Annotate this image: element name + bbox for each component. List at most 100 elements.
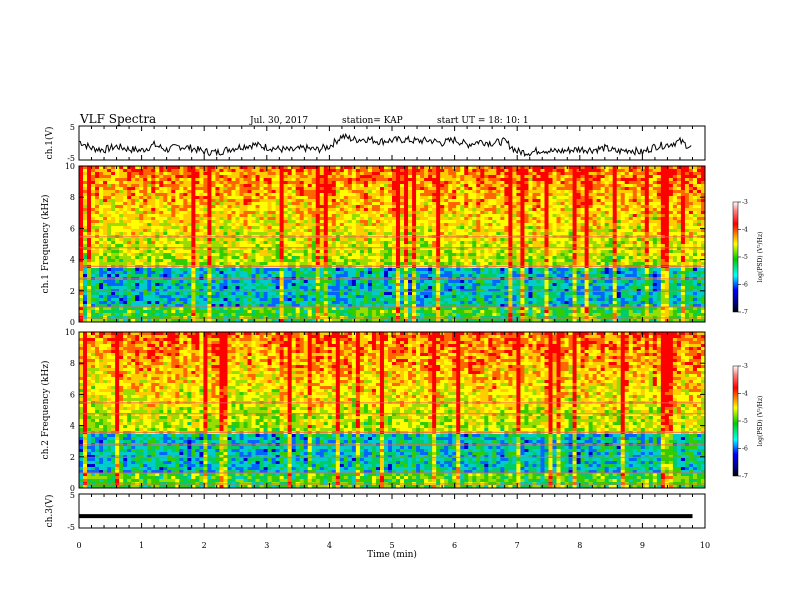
- spectrogram-cell: [424, 175, 429, 179]
- spectrogram-cell: [516, 241, 521, 245]
- spectrogram-cell: [676, 184, 682, 188]
- spectrogram-cell: [379, 226, 385, 230]
- spectrogram-cell: [448, 202, 453, 206]
- spectrogram-cell: [568, 220, 573, 224]
- spectrogram-cell: [79, 232, 84, 236]
- spectrogram-cell: [283, 232, 288, 236]
- spectrogram-cell: [588, 211, 593, 215]
- spectrogram-cell: [536, 178, 541, 182]
- spectrogram-cell: [640, 253, 646, 257]
- spectrogram-cell: [640, 190, 646, 194]
- spectrogram-cell: [91, 238, 96, 242]
- spectrogram-cell: [600, 220, 605, 224]
- spectrogram-cell: [604, 199, 609, 203]
- spectrogram-cell: [640, 232, 646, 236]
- spectrogram-cell: [392, 193, 397, 197]
- spectrogram-cell: [167, 187, 172, 191]
- spectrogram-cell: [452, 253, 457, 257]
- spectrogram-cell: [107, 172, 112, 176]
- spectrogram-cell: [207, 187, 212, 191]
- spectrogram-cell: [672, 259, 678, 263]
- spectrogram-cell: [235, 217, 240, 221]
- spectrogram-cell: [223, 193, 228, 197]
- spectrogram-cell: [652, 175, 658, 179]
- spectrogram-cell: [211, 175, 216, 179]
- spectrogram-cell: [263, 169, 268, 173]
- spectrogram-cell: [572, 187, 577, 191]
- spectrogram-cell: [367, 205, 373, 209]
- spectrogram-cell: [532, 211, 537, 215]
- spectrogram-cell: [343, 250, 349, 254]
- spectrogram-cell: [227, 175, 232, 179]
- spectrogram-cell: [664, 205, 670, 209]
- spectrogram-cell: [247, 205, 252, 209]
- spectrogram-cell: [263, 247, 268, 251]
- spectrogram-cell: [267, 166, 272, 170]
- spectrogram-cell: [564, 214, 569, 218]
- spectrogram-cell: [291, 229, 296, 233]
- spectrogram-cell: [127, 214, 132, 218]
- spectrogram-cell: [103, 244, 108, 248]
- spectrogram-cell: [676, 253, 682, 257]
- spectrogram-cell: [287, 178, 292, 182]
- spectrogram-cell: [608, 247, 613, 251]
- spectrogram-cell: [167, 259, 172, 263]
- spectrogram-cell: [688, 226, 694, 230]
- spectrogram-cell: [311, 205, 317, 209]
- spectrogram-cell: [227, 241, 232, 245]
- spectrogram-cell: [335, 259, 341, 263]
- spectrogram-cell: [536, 244, 541, 248]
- spectrogram-cell: [648, 175, 654, 179]
- spectrogram-cell: [263, 196, 268, 200]
- spectrogram-cell: [79, 202, 84, 206]
- spectrogram-cell: [608, 193, 613, 197]
- spectrogram-cell: [592, 238, 597, 242]
- spectrogram-cell: [692, 196, 698, 200]
- spectrogram-cell: [404, 172, 409, 176]
- spectrogram-cell: [115, 238, 120, 242]
- spectrogram-cell: [331, 196, 337, 200]
- spectrogram-cell: [692, 187, 698, 191]
- spectrogram-cell: [560, 238, 565, 242]
- spectrogram-cell: [87, 181, 92, 185]
- spectrogram-cell: [123, 244, 128, 248]
- spectrogram-cell: [327, 187, 333, 191]
- spectrogram-cell: [183, 226, 188, 230]
- spectrogram-cell: [159, 223, 164, 227]
- spectrogram-cell: [584, 190, 589, 194]
- spectrogram-cell: [492, 208, 497, 212]
- spectrogram-cell: [604, 172, 609, 176]
- spectrogram-cell: [600, 232, 605, 236]
- spectrogram-cell: [291, 226, 296, 230]
- spectrogram-cell: [107, 214, 112, 218]
- spectrogram-cell: [147, 193, 152, 197]
- spectrogram-cell: [608, 190, 613, 194]
- spectrogram-cell: [432, 250, 437, 254]
- spectrogram-cell: [672, 217, 678, 221]
- spectrogram-cell: [668, 247, 674, 251]
- spectrogram-cell: [295, 178, 300, 182]
- spectrogram-cell: [676, 178, 682, 182]
- spectrogram-cell: [584, 256, 589, 260]
- spectrogram-cell: [456, 211, 461, 215]
- spectrogram-cell: [468, 169, 473, 173]
- spectrogram-cell: [404, 256, 409, 260]
- spectrogram-cell: [472, 181, 477, 185]
- spectrogram-cell: [596, 181, 601, 185]
- spectrogram-cell: [608, 229, 613, 233]
- spectrogram-cell: [139, 178, 144, 182]
- spectrogram-cell: [480, 226, 485, 230]
- spectrogram-cell: [307, 208, 313, 212]
- spectrogram-cell: [640, 223, 646, 227]
- spectrogram-cell: [700, 244, 706, 248]
- spectrogram-cell: [199, 259, 204, 263]
- spectrogram-cell: [508, 193, 513, 197]
- spectrogram-cell: [163, 214, 168, 218]
- spectrogram-cell: [371, 211, 377, 215]
- spectrogram-cell: [203, 256, 208, 260]
- spectrogram-cell: [496, 238, 501, 242]
- spectrogram-cell: [392, 208, 397, 212]
- spectrogram-cell: [524, 205, 529, 209]
- spectrogram-cell: [460, 259, 465, 263]
- spectrogram-cell: [492, 193, 497, 197]
